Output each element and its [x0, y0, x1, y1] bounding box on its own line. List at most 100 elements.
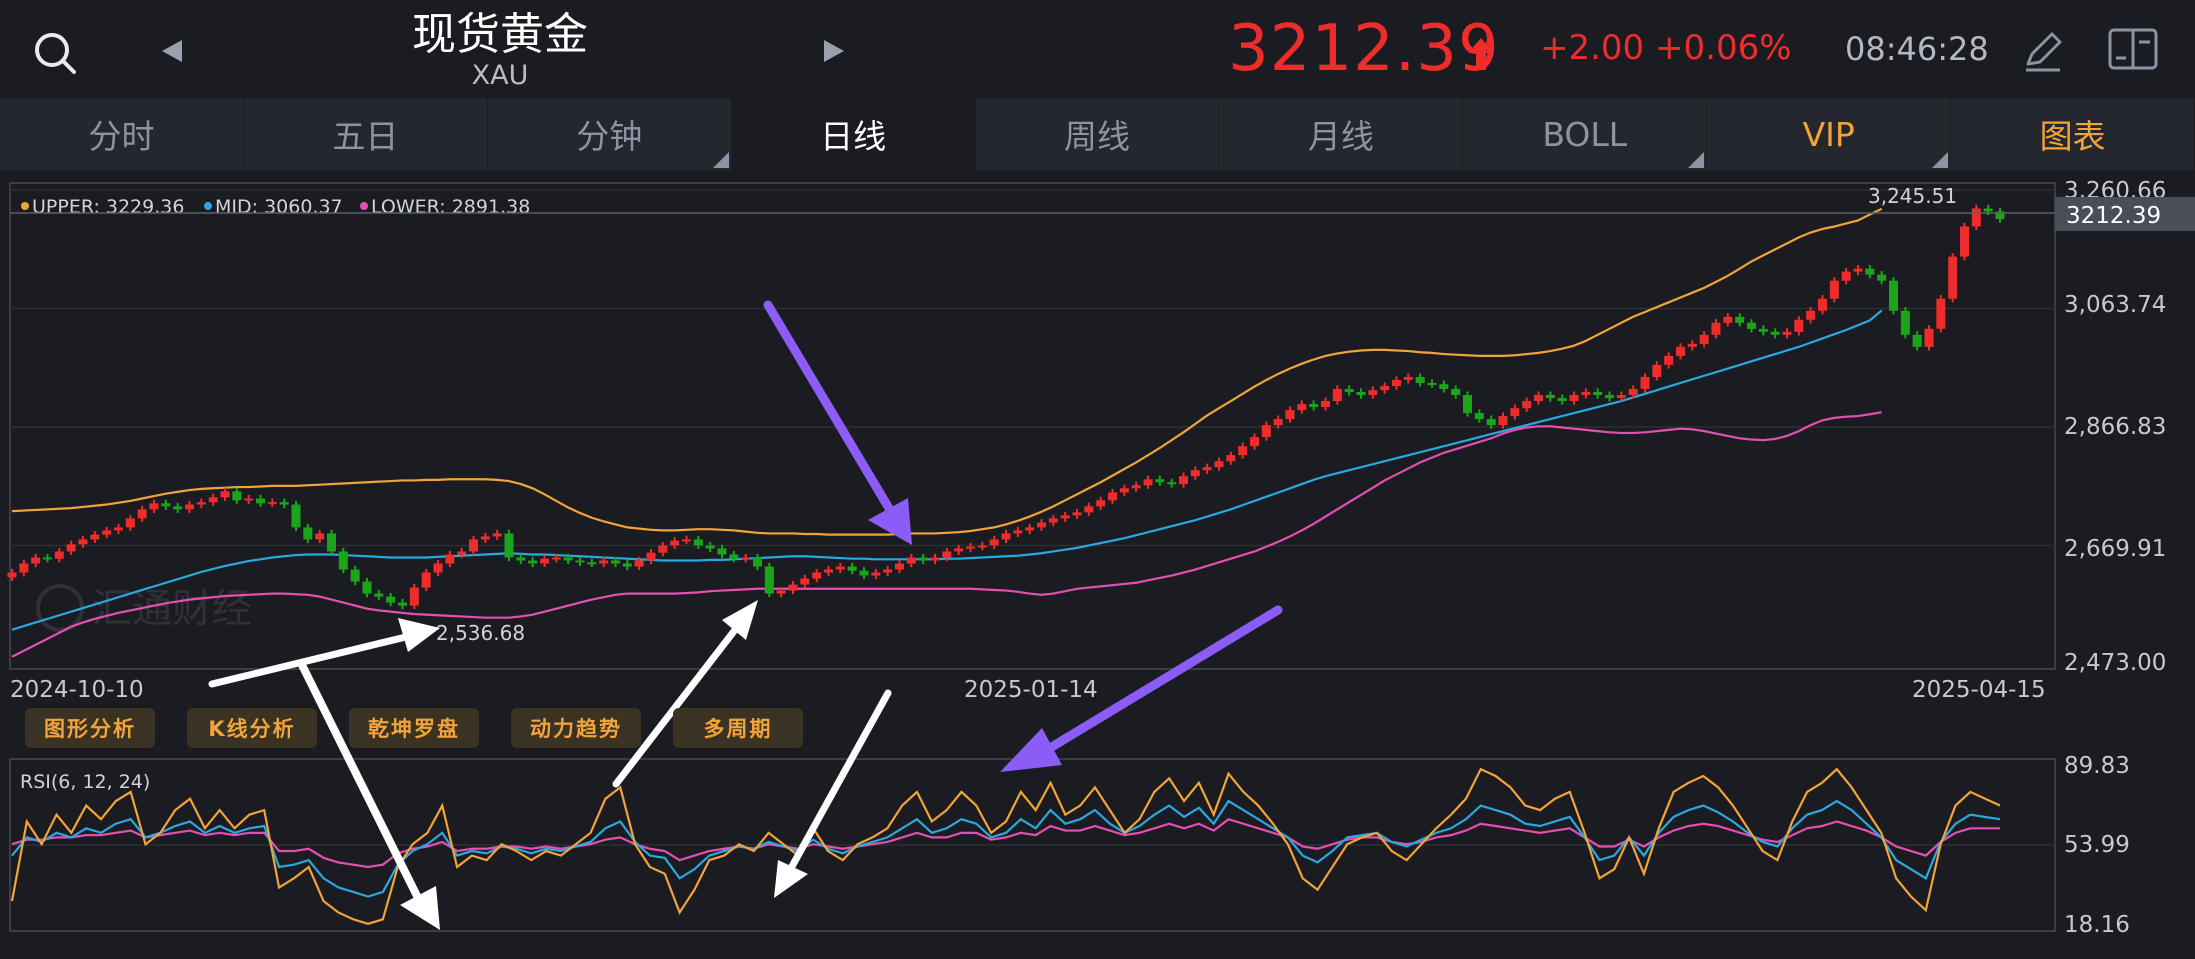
rsi24-line — [11, 817, 2000, 869]
dropdown-corner-icon — [1688, 152, 1705, 168]
candle-body — [693, 539, 703, 546]
y-tick-label: 3,063.74 — [2064, 292, 2166, 318]
candle-body — [374, 593, 384, 597]
candle-body — [54, 551, 64, 559]
candle-body — [1084, 506, 1094, 513]
layout-toggle-icon[interactable] — [2106, 26, 2160, 72]
candle-body — [31, 557, 41, 564]
candle-body — [1119, 488, 1129, 493]
high-annotation: 3,245.51 — [1868, 184, 1957, 208]
candle-body — [1273, 419, 1283, 426]
candle-body — [1758, 328, 1768, 332]
candle-body — [1143, 479, 1153, 486]
candle-body — [1250, 437, 1259, 447]
candle-body — [43, 557, 52, 560]
app-header: 现货黄金 XAU 3212.39 +2.00 +0.06% 08:46:28 — [0, 0, 2195, 98]
candle-body — [362, 581, 372, 594]
candle-body — [788, 584, 798, 591]
candle-body — [1060, 515, 1070, 519]
prev-arrow-icon[interactable] — [158, 36, 188, 66]
tool-momentum-trend[interactable]: 动力趋势 — [511, 708, 641, 748]
candle-body — [338, 551, 348, 570]
candle-body — [1995, 211, 2005, 220]
candle-body — [1664, 355, 1674, 365]
candle-body — [1770, 331, 1780, 335]
candle-body — [137, 509, 147, 519]
candle-body — [1439, 384, 1449, 389]
candle-body — [1108, 492, 1117, 501]
candle-body — [658, 545, 668, 553]
candle-body — [1841, 271, 1851, 281]
main-panel-frame — [9, 182, 2056, 670]
tool-multi-period[interactable]: 多周期 — [673, 708, 803, 748]
candle-body — [883, 569, 893, 573]
boll-bands — [11, 207, 1883, 658]
tab-boll[interactable]: BOLL — [1463, 98, 1708, 170]
candle-body — [350, 569, 360, 582]
rsi-lines — [10, 767, 2001, 925]
annotation-arrows — [208, 300, 1283, 930]
candle-body — [409, 587, 419, 606]
candle-body — [1971, 208, 1981, 227]
analysis-tools: 图形分析 K线分析 乾坤罗盘 动力趋势 多周期 — [25, 708, 803, 748]
tab-vip[interactable]: VIP — [1707, 98, 1952, 170]
candle-body — [232, 491, 242, 501]
candle-body — [1131, 485, 1141, 489]
candle-body — [1581, 391, 1591, 396]
candle-body — [682, 539, 691, 542]
candle-body — [753, 557, 762, 567]
candle-body — [1368, 390, 1378, 396]
candle-body — [1261, 425, 1271, 438]
white-arrow-shaft — [612, 622, 742, 788]
current-price-tag — [2055, 197, 2195, 231]
tab-time-share[interactable]: 分时 — [0, 98, 244, 170]
candle-body — [102, 530, 112, 535]
candle-body — [1427, 382, 1437, 385]
candle-body — [1936, 298, 1946, 329]
tool-compass[interactable]: 乾坤罗盘 — [349, 708, 479, 748]
candle-body — [1806, 310, 1816, 320]
candle-body — [1829, 280, 1839, 299]
tab-five-day[interactable]: 五日 — [244, 98, 488, 170]
candle-body — [492, 533, 502, 537]
candle-body — [114, 527, 123, 531]
x-tick-label: 2025-01-14 — [964, 677, 1098, 703]
candle-body — [1510, 408, 1520, 417]
dropdown-corner-icon — [712, 152, 729, 168]
purple-arrow-shaft — [763, 300, 898, 520]
candle-body — [291, 504, 301, 528]
candle-body — [1155, 479, 1165, 483]
candle-body — [173, 506, 183, 510]
candle-body — [646, 552, 656, 561]
candle-body — [1912, 334, 1922, 347]
tab-monthly[interactable]: 月线 — [1219, 98, 1464, 170]
candle-body — [1356, 391, 1366, 396]
tab-daily[interactable]: 日线 — [731, 98, 976, 170]
candle-body — [1380, 385, 1390, 391]
candle-body — [587, 562, 597, 565]
next-arrow-icon[interactable] — [818, 36, 848, 66]
candle-body — [220, 491, 230, 498]
x-tick-label: 2025-04-15 — [1912, 677, 2046, 703]
candle-body — [1545, 395, 1555, 399]
tool-pattern-analysis[interactable]: 图形分析 — [25, 708, 155, 748]
tool-kline-analysis[interactable]: K线分析 — [187, 708, 317, 748]
candle-body — [1723, 316, 1733, 323]
candle-body — [1309, 404, 1319, 408]
candle-body — [611, 560, 620, 564]
pen-icon[interactable] — [2020, 28, 2066, 74]
candle-body — [906, 557, 916, 564]
candle-body — [516, 557, 526, 561]
tab-chart[interactable]: 图表 — [1951, 98, 2195, 170]
rsi12-line — [11, 799, 2001, 898]
kline-chart[interactable]: 汇通财经 UPPER: 3229.36 MID: 3060.37 LOWER: … — [0, 170, 2195, 959]
tab-weekly[interactable]: 周线 — [976, 98, 1220, 170]
tab-minute[interactable]: 分钟 — [488, 98, 732, 170]
search-icon[interactable] — [30, 28, 80, 78]
period-tabs: 分时 五日 分钟 日线 周线 月线 BOLL VIP 图表 — [0, 98, 2195, 170]
candle-body — [66, 544, 76, 552]
white-arrow-shaft — [298, 661, 428, 914]
candle-body — [398, 602, 407, 606]
rsi6-line — [10, 767, 2001, 925]
candle-body — [1486, 419, 1496, 426]
